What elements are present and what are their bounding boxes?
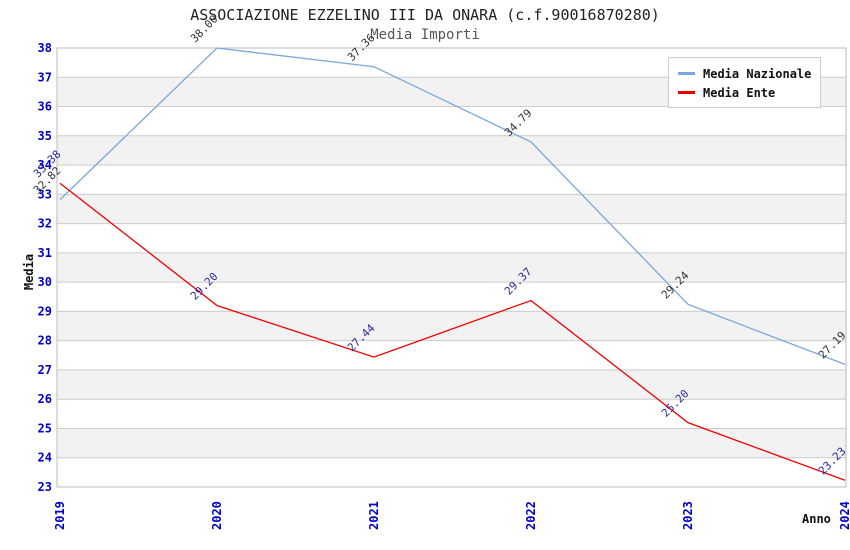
x-tick-label: 2022 (524, 501, 538, 530)
grid-band (57, 252, 846, 283)
grid-band (57, 311, 846, 341)
y-tick-label: 26 (38, 392, 52, 406)
legend-swatch-blue-line (678, 72, 695, 75)
y-axis-title: Media (22, 253, 36, 291)
legend-label: Media Nazionale (703, 66, 812, 81)
grid-band (57, 369, 846, 400)
y-tick-label: 24 (38, 451, 52, 465)
x-tick-label: 2023 (681, 501, 695, 530)
y-tick-label: 35 (38, 129, 52, 143)
chart-subtitle: Media Importi (370, 27, 480, 43)
series-line-media-ente (59, 182, 846, 481)
grid-band (57, 194, 846, 224)
y-tick-label: 25 (38, 421, 52, 435)
y-tick-label: 36 (38, 100, 52, 114)
x-axis-title: Anno (802, 512, 831, 526)
legend-item-media-ente: Media Ente (678, 83, 811, 102)
y-tick-label: 32 (38, 217, 52, 231)
y-tick-label: 34 (38, 158, 52, 172)
legend-item-media-nazionale: Media Nazionale (678, 64, 811, 83)
y-tick-label: 31 (38, 246, 52, 260)
chart-title: ASSOCIAZIONE EZZELINO III DA ONARA (c.f.… (190, 6, 660, 24)
y-tick-label: 28 (38, 334, 52, 348)
legend-label: Media Ente (703, 85, 776, 100)
data-point-label: 34.79 (502, 106, 535, 139)
grid-band (57, 428, 846, 458)
data-point-label: 38.00 (188, 13, 221, 46)
x-tick-label: 2020 (210, 501, 224, 530)
y-tick-label: 38 (38, 41, 52, 55)
y-tick-label: 27 (38, 363, 52, 377)
grid-band (57, 135, 846, 166)
x-tick-label: 2021 (367, 501, 381, 530)
y-tick-label: 30 (38, 275, 52, 289)
series-line-media-nazionale (59, 47, 846, 365)
y-tick-label: 23 (38, 480, 52, 494)
y-tick-label: 33 (38, 187, 52, 201)
y-tick-label: 29 (38, 304, 52, 318)
legend-swatch-red-line (678, 91, 695, 94)
legend: Media Nazionale Media Ente (668, 57, 822, 108)
x-tick-label: 2024 (838, 501, 850, 530)
y-tick-label: 37 (38, 70, 52, 84)
x-tick-label: 2019 (53, 501, 67, 530)
plot-border (56, 47, 847, 488)
